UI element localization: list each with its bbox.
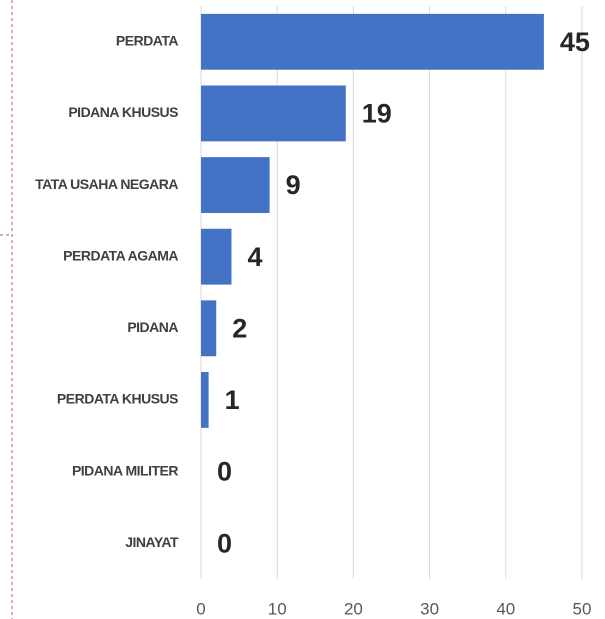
x-tick-label: 40 — [496, 599, 515, 618]
data-label: 2 — [232, 313, 247, 343]
data-label: 9 — [286, 170, 301, 200]
bar — [201, 157, 270, 213]
y-tick-label: TATA USAHA NEGARA — [35, 176, 178, 192]
x-tick-label: 10 — [268, 599, 287, 618]
y-tick-label: PERDATA AGAMA — [63, 247, 178, 263]
x-tick-label: 20 — [344, 599, 363, 618]
y-tick-label: JINAYAT — [125, 534, 179, 550]
data-label: 0 — [217, 457, 232, 487]
x-tick-label: 0 — [196, 599, 205, 618]
y-tick-label: PERDATA — [116, 33, 178, 49]
y-tick-label: PIDANA MILITER — [72, 462, 178, 478]
data-label: 0 — [217, 528, 232, 558]
x-tick-label: 50 — [573, 599, 592, 618]
data-label: 45 — [560, 27, 590, 57]
bar — [201, 228, 232, 285]
bar — [201, 85, 346, 142]
y-tick-label: PERDATA KHUSUS — [57, 391, 178, 407]
bar — [201, 300, 217, 357]
x-tick-label: 30 — [420, 599, 439, 618]
bar — [201, 13, 544, 70]
y-tick-label: PIDANA — [127, 319, 178, 335]
data-label: 19 — [362, 99, 392, 129]
bar — [201, 372, 209, 428]
data-label: 1 — [225, 385, 240, 415]
data-label: 4 — [247, 242, 262, 272]
y-tick-label: PIDANA KHUSUS — [68, 104, 178, 120]
